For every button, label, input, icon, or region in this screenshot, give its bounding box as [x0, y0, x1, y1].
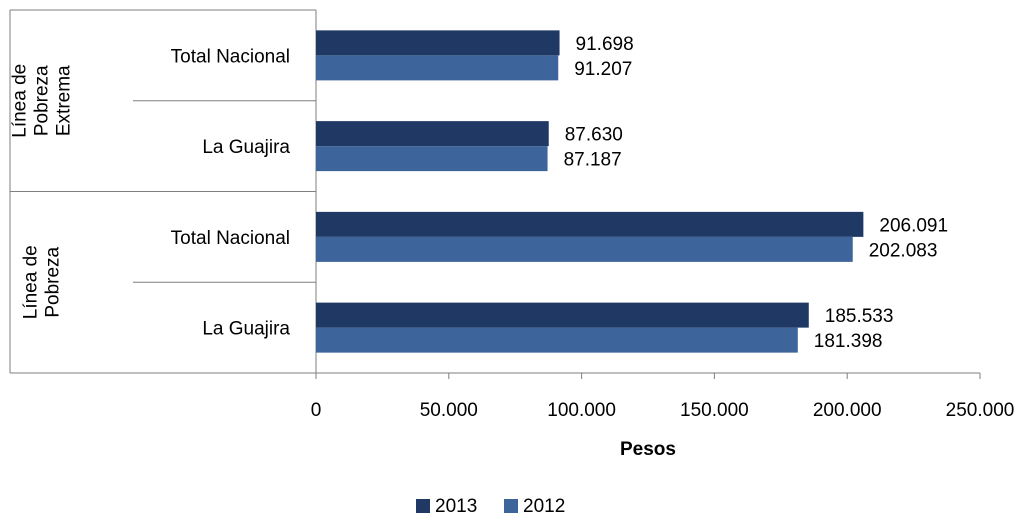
group-label-line: Pobreza	[43, 246, 64, 317]
bar-2012	[316, 55, 559, 81]
bar-2013	[316, 30, 560, 56]
axes: 0 50.000 100.000 150.000 200.000 250.000	[9, 9, 1015, 421]
category-label: Total Nacional	[171, 228, 290, 249]
legend: 2013 2012	[416, 496, 565, 517]
data-label: 202.083	[869, 240, 938, 261]
data-label: 87.187	[564, 150, 622, 171]
category-label: La Guajira	[202, 319, 290, 340]
x-axis-title: Pesos	[620, 439, 676, 460]
labels: 91.698 91.207 Total Nacional 87.630 87.187 La…	[10, 34, 949, 352]
group-label-line: Línea de	[21, 245, 42, 319]
group-label-line: Extrema	[54, 65, 75, 136]
data-label: 91.698	[576, 34, 634, 55]
legend-label: 2013	[435, 496, 477, 517]
x-tick-label: 50.000	[420, 400, 478, 421]
bar-2012	[316, 236, 853, 262]
bar-2013	[316, 121, 549, 147]
data-label: 206.091	[879, 215, 948, 236]
bar-2012	[316, 327, 798, 353]
data-label: 181.398	[814, 331, 883, 352]
x-tick-label: 100.000	[547, 400, 616, 421]
bar-2013	[316, 211, 864, 237]
x-tick-label: 250.000	[946, 400, 1015, 421]
legend-swatch-2012	[504, 499, 518, 513]
group-label-line: Pobreza	[32, 65, 53, 136]
category-label: La Guajira	[202, 137, 290, 158]
legend-swatch-2013	[416, 499, 430, 513]
data-label: 87.630	[565, 125, 623, 146]
bars	[316, 30, 864, 353]
x-tick-label: 0	[311, 400, 322, 421]
data-label: 185.533	[825, 306, 894, 327]
x-tick-label: 150.000	[680, 400, 749, 421]
data-label: 91.207	[574, 59, 632, 80]
bar-2012	[316, 146, 548, 172]
legend-label: 2012	[523, 496, 565, 517]
category-label: Total Nacional	[171, 46, 290, 67]
x-tick-label: 200.000	[813, 400, 882, 421]
group-label-line: Línea de	[10, 64, 31, 138]
bar-2013	[316, 302, 809, 328]
